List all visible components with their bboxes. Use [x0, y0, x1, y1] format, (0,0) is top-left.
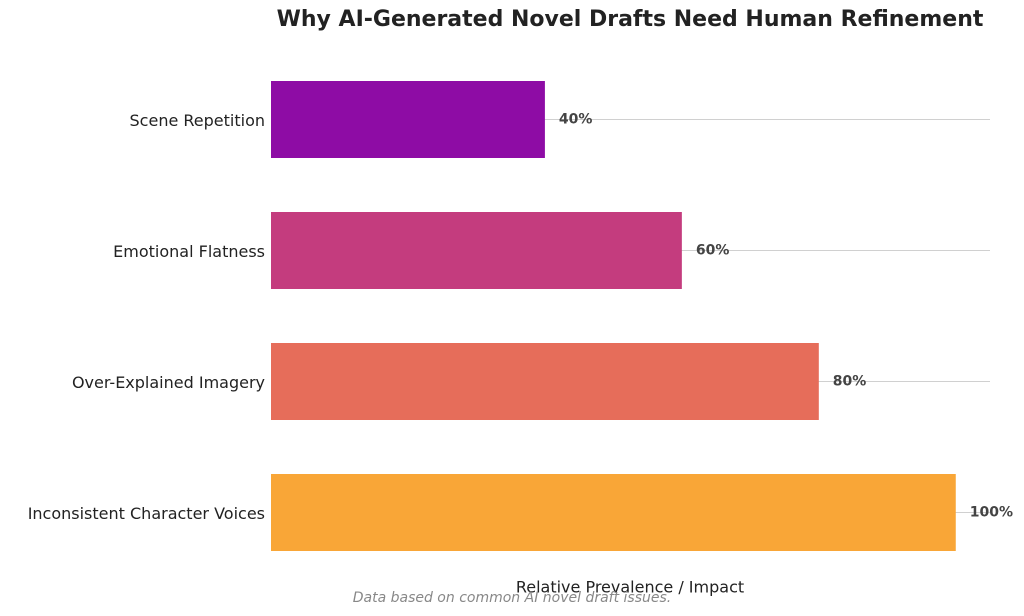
y-tick-label: Scene Repetition [130, 111, 265, 130]
chart-title: Why AI-Generated Novel Drafts Need Human… [277, 7, 984, 32]
bar [271, 474, 956, 551]
value-label: 60% [696, 243, 730, 259]
value-label: 40% [559, 112, 593, 128]
y-tick-label: Inconsistent Character Voices [28, 504, 265, 523]
y-tick-label: Over-Explained Imagery [72, 373, 265, 392]
bar [271, 81, 545, 158]
x-axis-label: Relative Prevalence / Impact [516, 578, 744, 597]
value-label: 80% [833, 374, 867, 390]
y-tick-label: Emotional Flatness [113, 242, 265, 261]
footnote: Data based on common AI novel draft issu… [353, 590, 672, 606]
value-label: 100% [970, 505, 1013, 521]
bar [271, 343, 819, 420]
bar [271, 212, 682, 289]
